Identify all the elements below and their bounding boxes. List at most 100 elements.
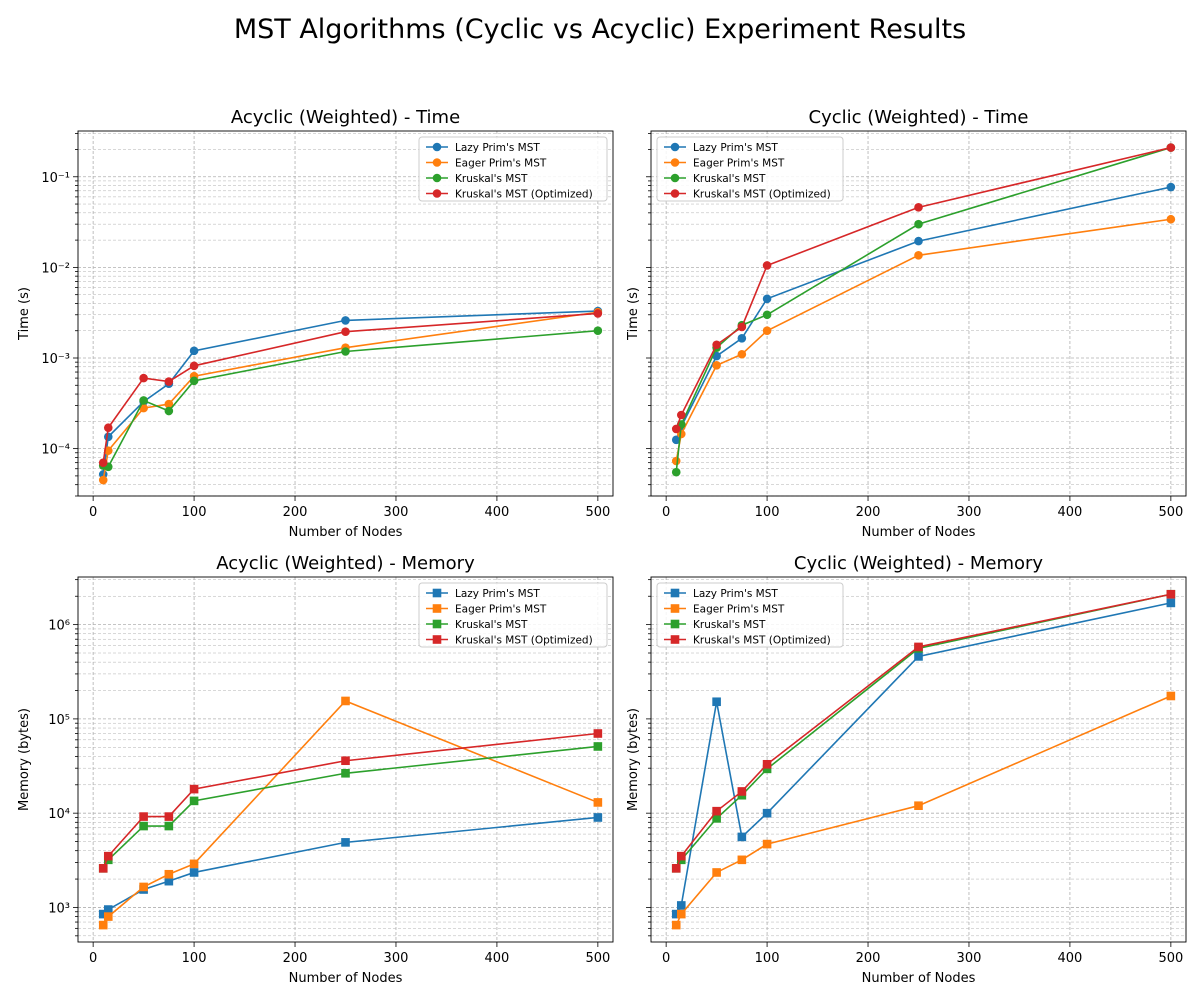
legend-marker [670,635,680,644]
data-point [164,406,174,416]
data-point [341,696,350,706]
data-point [98,475,108,485]
x-tick-label: 300 [384,951,409,966]
data-point [164,399,174,409]
legend-label: Eager Prim's MST [693,604,785,616]
data-point [103,912,113,921]
legend-label: Eager Prim's MST [455,604,547,616]
data-point [671,435,681,445]
data-point [762,764,772,774]
data-point [914,652,923,661]
legend-marker [670,189,680,198]
data-point [164,869,174,879]
data-point [103,432,113,442]
series-line-kruskal-s-mst [103,329,598,468]
data-point [341,756,350,766]
data-point [762,759,772,769]
y-tick-label: 10⁶ [48,619,70,634]
x-tick-label: 100 [755,951,780,966]
data-point [737,322,747,332]
legend-box [656,582,844,648]
y-tick-label: 10³ [48,901,70,916]
x-tick-label: 400 [485,951,510,966]
y-tick-label: 10⁻¹ [41,171,70,186]
legend-label: Kruskal's MST (Optimized) [693,635,831,647]
series-line-kruskal-s-mst-optimized [102,312,598,463]
chart-title: Acyclic (Weighted) - Memory [216,553,475,574]
data-point [712,361,721,370]
data-point [189,796,199,806]
y-axis-label: Memory (bytes) [17,708,32,811]
data-point [593,729,603,738]
data-point [712,340,721,350]
data-point [914,250,923,260]
data-point [593,309,603,318]
data-point [98,909,108,919]
data-point [1166,182,1176,192]
legend: Lazy Prim's MST Eager Prim's MST Kruskal's… [418,136,608,202]
legend-label: Lazy Prim's MST [693,142,778,154]
data-point [712,806,721,816]
data-point [762,310,772,320]
x-tick-label: 500 [1158,505,1183,520]
series-line-eager-prim-s-mst [675,695,1172,926]
x-tick-label: 100 [182,951,207,966]
legend-marker [670,619,680,629]
data-point [341,316,350,325]
legend-box [656,136,844,202]
data-point [98,458,108,467]
legend: Lazy Prim's MST Eager Prim's MST Kruskal's… [656,582,844,648]
data-point [98,864,108,873]
y-tick-label: 10⁻² [41,261,70,276]
data-point [671,424,681,434]
legend-marker [670,604,680,613]
data-point [1166,691,1176,701]
plot-frame [650,130,1187,497]
data-point [676,410,686,420]
y-tick-label: 10⁻³ [41,352,70,367]
data-point [712,814,721,823]
legend-label: Kruskal's MST [455,619,528,631]
y-axis-label: Time (s) [626,287,641,341]
data-point [914,203,923,212]
y-axis-label: Memory (bytes) [626,708,641,811]
data-point [712,868,721,877]
data-point [914,219,923,229]
data-point [139,373,148,383]
data-point [164,876,174,886]
data-point [914,642,923,652]
data-point [914,801,923,811]
data-point [98,920,108,930]
legend-marker [432,189,442,198]
data-point [671,909,681,919]
x-tick-label: 0 [662,951,670,966]
legend-label: Lazy Prim's MST [693,588,778,600]
legend-label: Lazy Prim's MST [455,588,540,600]
y-tick-label: 10⁵ [48,713,70,728]
data-point [1166,598,1176,608]
legend-label: Kruskal's MST [693,173,766,185]
data-point [341,327,350,337]
x-tick-label: 100 [182,505,207,520]
y-axis-label: Time (s) [17,287,32,341]
x-tick-label: 500 [1158,951,1183,966]
legend-marker [432,619,442,629]
x-tick-label: 200 [856,505,881,520]
legend-label: Kruskal's MST [455,173,528,185]
data-point [139,882,148,892]
legend-marker [670,173,680,183]
data-point [737,333,747,343]
data-point [676,901,686,910]
data-point [712,697,721,707]
data-point [103,851,113,861]
chart-title: Cyclic (Weighted) - Time [809,107,1029,128]
legend-marker [432,635,442,644]
data-point [762,808,772,818]
data-point [103,446,113,455]
x-tick-label: 300 [384,505,409,520]
data-point [341,347,350,356]
x-tick-label: 0 [89,951,97,966]
data-point [1166,143,1176,152]
